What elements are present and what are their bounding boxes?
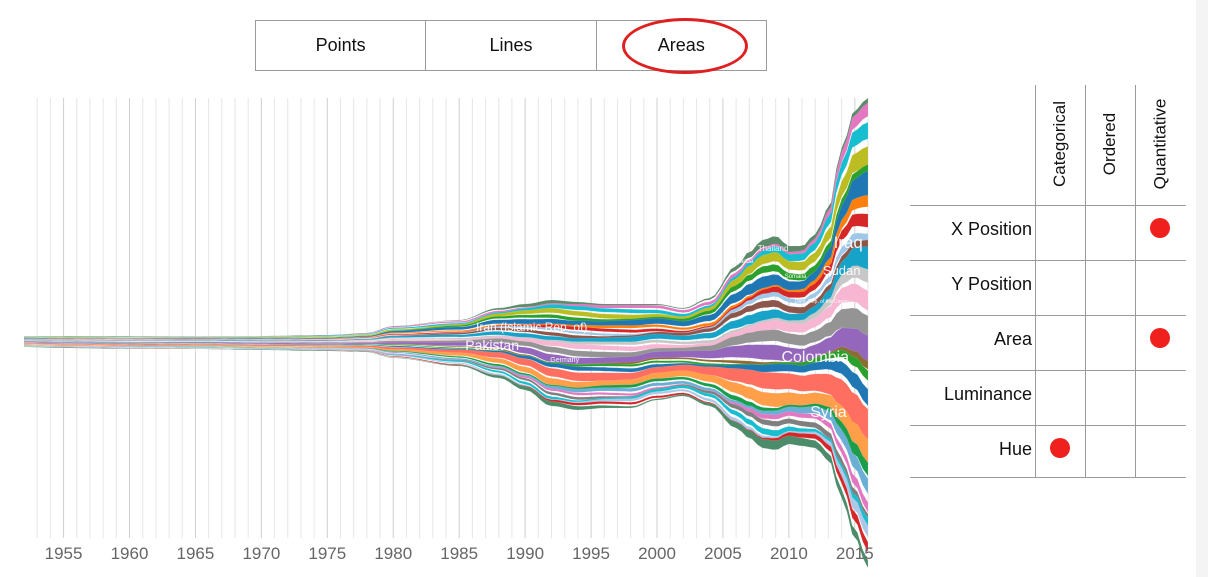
matrix-dot [1050,438,1070,458]
channel-matrix: Categorical Ordered Quantitative X Posit… [908,85,1188,480]
x-tick-label: 1990 [506,544,544,563]
selection-circle [622,18,748,74]
streamgraph-chart: Iraq Sudan Thailand Uganda Somalia Dem. Rep. … [23,98,874,569]
x-tick-label: 2010 [770,544,808,563]
stream-label: China, Hong Kong SAR [140,349,198,355]
stream-layer [23,345,869,514]
row-label-area: Area [993,329,1032,349]
grid-hline [910,315,1186,316]
stream-label: Uganda [732,259,754,265]
stream-label: Syria [810,404,847,421]
toggle-lines[interactable]: Lines [426,21,597,70]
toggle-points[interactable]: Points [256,21,427,70]
page-edge [1196,0,1208,577]
x-tick-label: 1975 [308,544,346,563]
stream-layers [23,98,869,569]
stream-label: Sudan [823,263,861,278]
x-tick-label: 1965 [177,544,215,563]
matrix-dot [1150,218,1170,238]
stream-label: Iran (Islamic Rep. of) [476,320,587,334]
col-quantitative: Quantitative [1150,98,1170,190]
stream-label: Iraq [834,233,863,252]
stream-label: Colombia [781,349,849,366]
x-tick-label: 1970 [242,544,280,563]
col-ordered: Ordered [1100,112,1119,176]
stream-label: Pakistan [465,337,519,353]
x-tick-label: 2000 [638,544,676,563]
x-tick-label: 2005 [704,544,742,563]
x-tick-label: 1980 [374,544,412,563]
x-tick-label: 1960 [111,544,149,563]
x-tick-label: 1985 [440,544,478,563]
x-tick-label: 2015 [836,544,874,563]
stream-labels: Iraq Sudan Thailand Uganda Somalia Dem. Rep. … [140,233,863,421]
grid-vline [1035,85,1036,478]
grid-hline [910,260,1186,261]
col-categorical: Categorical [1050,101,1069,187]
row-label-luminance: Luminance [943,384,1032,404]
row-label-y-position: Y Position [951,274,1032,294]
x-tick-label: 1995 [572,544,610,563]
stream-label: Somalia [785,274,807,280]
row-label-x-position: X Position [950,219,1032,239]
row-label-hue: Hue [998,439,1032,459]
grid-vline [1135,85,1136,478]
matrix-dot [1150,328,1170,348]
grid-hline [910,477,1186,478]
stream-layer [23,346,869,569]
stream-layer [23,213,869,341]
grid-vline [1085,85,1086,478]
x-tick-label: 1955 [45,544,83,563]
grid-lines [36,98,869,538]
stream-label: Dem. Rep. of the Congo [795,299,849,305]
x-axis-ticks: 1955 1960 1965 1970 1975 1980 1985 1990 1995 2000… [45,544,874,563]
stream-label: Thailand [758,244,789,253]
grid-hline [910,205,1186,206]
grid-hline [910,370,1186,371]
stream-label: Germany [550,357,579,364]
stream-layer [23,342,869,407]
grid-hline [910,425,1186,426]
